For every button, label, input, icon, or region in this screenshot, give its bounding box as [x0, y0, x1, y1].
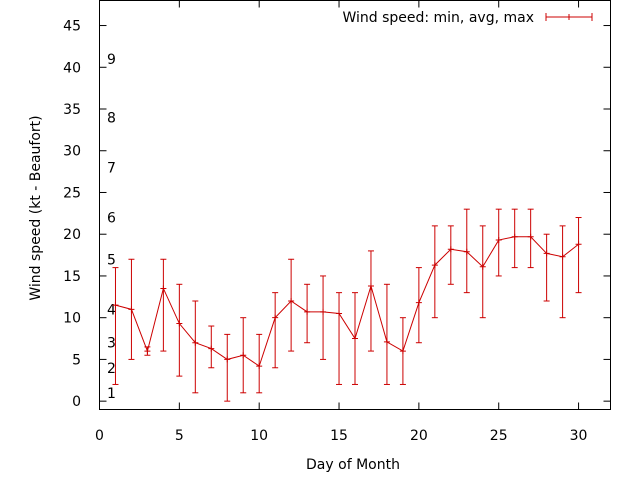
- data-point: [176, 320, 183, 327]
- y-tick-label: 35: [63, 102, 81, 118]
- beaufort-label: 1: [107, 386, 116, 402]
- y-tick-label: 45: [63, 19, 81, 35]
- beaufort-label: 5: [107, 252, 116, 268]
- data-point: [399, 348, 406, 355]
- data-point: [192, 339, 199, 346]
- legend-label: Wind speed: min, avg, max: [342, 10, 534, 26]
- series-layer: [112, 208, 582, 402]
- series-line: [115, 236, 579, 367]
- data-point: [463, 248, 470, 255]
- legend-point: [566, 14, 572, 20]
- x-axis-ticks: 0 5 10 15 20 25 30: [95, 0, 588, 444]
- y-tick-label: 5: [72, 352, 81, 368]
- x-tick-label: 30: [570, 428, 588, 444]
- data-point: [224, 356, 231, 363]
- data-point: [447, 246, 454, 253]
- y-tick-label: 0: [72, 394, 81, 410]
- plot-frame: [99, 0, 611, 410]
- beaufort-label: 7: [107, 160, 116, 176]
- data-point: [128, 306, 135, 313]
- beaufort-label: 8: [107, 110, 116, 126]
- data-point: [320, 308, 327, 315]
- data-point: [431, 262, 438, 269]
- plot-area: [99, 0, 611, 410]
- data-point: [479, 263, 486, 270]
- data-point: [304, 308, 311, 315]
- beaufort-scale-labels: 1 2 3 4 5 6 7 8 9: [107, 52, 116, 402]
- data-point: [367, 282, 374, 289]
- beaufort-label: 4: [107, 302, 116, 318]
- y-tick-label: 25: [63, 185, 81, 201]
- data-point: [495, 237, 502, 244]
- data-point: [559, 253, 566, 260]
- data-point: [112, 302, 119, 309]
- beaufort-label: 3: [107, 336, 116, 352]
- y-axis-label: Wind speed (kt - Beaufort): [28, 115, 44, 300]
- x-tick-label: 0: [95, 428, 104, 444]
- data-point: [527, 233, 534, 240]
- data-point: [240, 352, 247, 359]
- y-tick-label: 10: [63, 311, 81, 327]
- beaufort-label: 2: [107, 361, 116, 377]
- legend-key: [545, 13, 593, 21]
- legend: Wind speed: min, avg, max: [342, 10, 593, 26]
- x-tick-label: 20: [410, 428, 428, 444]
- data-point: [511, 233, 518, 240]
- beaufort-label: 9: [107, 52, 116, 68]
- data-point: [208, 345, 215, 352]
- beaufort-label: 6: [107, 211, 116, 227]
- data-point: [336, 310, 343, 317]
- y-tick-label: 30: [63, 144, 81, 160]
- x-axis-label: Day of Month: [306, 457, 400, 473]
- data-point: [288, 297, 295, 304]
- data-point: [575, 241, 582, 248]
- data-point: [144, 348, 151, 355]
- data-point: [256, 363, 263, 370]
- x-tick-label: 15: [330, 428, 348, 444]
- x-tick-label: 25: [490, 428, 508, 444]
- y-tick-label: 15: [63, 269, 81, 285]
- data-point: [160, 285, 167, 292]
- data-point: [272, 314, 279, 321]
- y-tick-label: 20: [63, 227, 81, 243]
- x-tick-label: 10: [250, 428, 268, 444]
- data-point: [415, 299, 422, 306]
- data-point: [352, 335, 358, 342]
- y-tick-label: 40: [63, 60, 81, 76]
- x-tick-label: 5: [175, 428, 184, 444]
- data-point: [383, 338, 390, 345]
- data-point: [543, 250, 550, 257]
